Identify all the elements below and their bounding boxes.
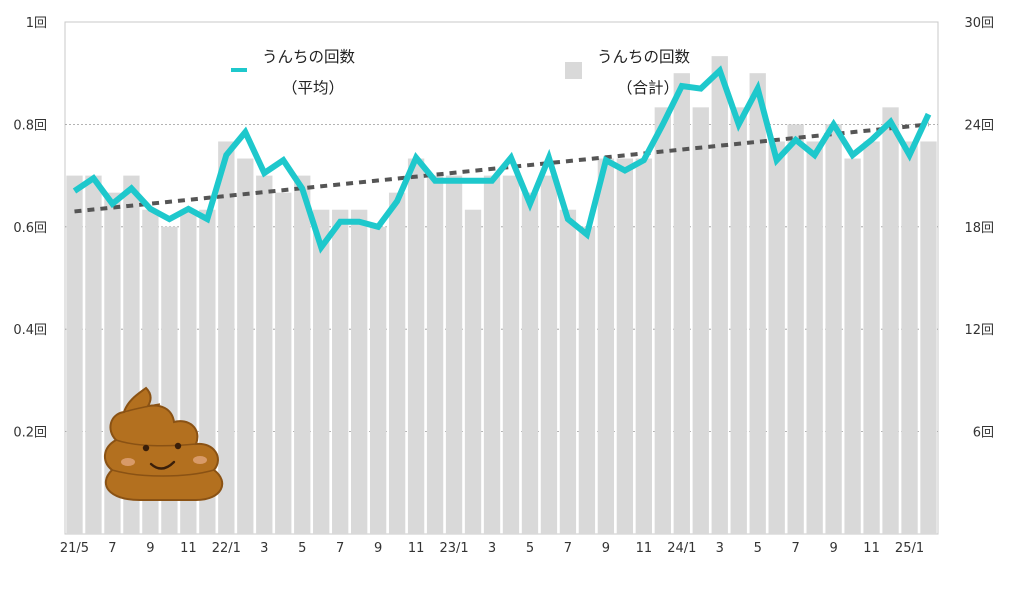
x-tick-label: 5 [754,541,762,556]
bar-23[interactable] [502,175,520,534]
bar-30[interactable] [635,158,652,535]
legend: うんちの回数 （平均） うんちの回数 （合計） [231,48,691,97]
bar-42[interactable] [863,141,880,534]
bar-13[interactable] [313,209,330,534]
x-tick-label: 9 [146,541,154,556]
bar-35[interactable] [730,107,747,534]
legend-swatch-line [231,68,247,72]
y-left-tick-label: 0.4回 [13,323,47,338]
bar-19[interactable] [426,175,444,534]
x-tick-label: 11 [863,541,880,556]
bar-44[interactable] [901,141,918,534]
x-tick-label: 24/1 [667,541,696,556]
x-tick-label: 3 [716,541,724,556]
x-tick-label: 23/1 [439,541,468,556]
bar-8[interactable] [218,141,235,534]
y-left-tick-label: 1回 [26,16,47,31]
legend-label-total-line1: うんちの回数 [597,48,691,66]
y-left-tick-label: 0.8回 [13,118,47,133]
bar-37[interactable] [768,141,785,534]
x-tick-label: 7 [792,541,800,556]
x-tick-label: 9 [829,541,837,556]
y-right-tick-label: 24回 [964,118,994,133]
bar-32[interactable] [673,73,690,534]
legend-item-average[interactable]: うんちの回数 （平均） [231,48,356,97]
x-axis-ticks: 21/5 7 9 11 22/1 3 5 7 9 11 23/1 3 5 7 9 11 24/1 3 5 7 9 11 25… [60,541,924,556]
right-axis-ticks: 6回 12回 18回 24回 30回 [964,16,994,441]
bar-28[interactable] [597,158,615,535]
bar-33[interactable] [692,107,709,534]
bar-26[interactable] [559,209,577,534]
y-left-tick-label: 0.6回 [13,221,47,236]
x-tick-label: 25/1 [895,541,924,556]
y-right-tick-label: 30回 [964,16,994,31]
bar-43[interactable] [882,107,899,534]
bar-36[interactable] [749,73,766,534]
x-tick-label: 9 [602,541,610,556]
bar-25[interactable] [540,175,558,534]
bar-40[interactable] [825,124,842,535]
bar-10[interactable] [256,175,273,534]
x-tick-label: 11 [636,541,653,556]
bar-15[interactable] [351,209,368,534]
x-tick-label: 3 [488,541,496,556]
bar-series [66,56,937,535]
bar-20[interactable] [445,175,463,534]
x-tick-label: 11 [408,541,425,556]
bar-0[interactable] [66,175,83,534]
bar-14[interactable] [332,209,349,534]
bar-18[interactable] [407,158,425,535]
average-line[interactable] [72,65,932,254]
bar-24[interactable] [521,192,539,534]
bar-22[interactable] [483,175,501,534]
legend-label-average-line1: うんちの回数 [262,48,356,66]
x-tick-label: 7 [108,541,116,556]
x-tick-label: 3 [260,541,268,556]
bar-39[interactable] [806,141,823,534]
bar-11[interactable] [275,192,292,534]
x-tick-label: 21/5 [60,541,89,556]
y-right-tick-label: 12回 [964,323,994,338]
line-series [72,65,932,254]
bar-16[interactable] [369,226,387,535]
x-tick-label: 5 [298,541,306,556]
x-tick-label: 5 [526,541,534,556]
y-right-tick-label: 6回 [973,426,994,441]
bar-29[interactable] [616,158,634,535]
x-tick-label: 7 [336,541,344,556]
x-tick-label: 9 [374,541,382,556]
legend-label-total-line2: （合計） [617,79,679,97]
bar-41[interactable] [844,158,861,535]
y-right-tick-label: 18回 [964,221,994,236]
bar-34[interactable] [711,56,728,535]
x-tick-label: 11 [180,541,197,556]
poop-icon [104,386,224,501]
bar-45[interactable] [920,141,937,534]
legend-label-average-line2: （平均） [282,79,344,97]
bar-27[interactable] [578,226,596,535]
bar-9[interactable] [237,158,254,535]
bar-17[interactable] [388,192,406,534]
bar-38[interactable] [787,124,804,535]
bar-1[interactable] [85,175,102,534]
legend-swatch-bar [565,62,582,79]
legend-item-total[interactable]: うんちの回数 （合計） [565,48,691,97]
x-tick-label: 22/1 [212,541,241,556]
bar-12[interactable] [294,175,311,534]
bar-21[interactable] [464,209,482,534]
y-left-tick-label: 0.2回 [13,426,47,441]
left-axis-ticks: 0.2回 0.4回 0.6回 0.8回 1回 [13,16,47,441]
bar-31[interactable] [654,107,671,534]
x-tick-label: 7 [564,541,572,556]
